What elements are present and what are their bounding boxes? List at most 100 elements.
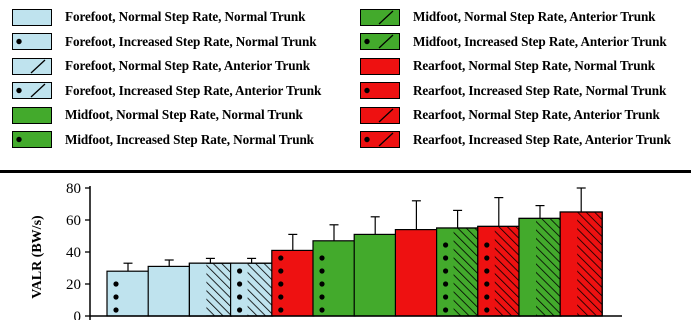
bar-dot [278, 281, 284, 287]
legend-item: Forefoot, Normal Step Rate, Anterior Tru… [12, 56, 310, 76]
legend-swatch [360, 131, 400, 148]
bar-dot [319, 307, 325, 313]
bar [230, 262, 274, 317]
bar-solid-part [519, 218, 536, 316]
bar-rect [394, 229, 438, 317]
bar-dot [443, 268, 449, 274]
bar-dot [443, 294, 449, 300]
legend-swatch [12, 131, 52, 148]
bar-solid-part [560, 212, 578, 316]
bar-dot [113, 294, 119, 300]
legend-item: Rearfoot, Normal Step Rate, Anterior Tru… [360, 105, 660, 125]
bar [559, 211, 603, 317]
bar-solid-part [230, 263, 248, 316]
error-bar [123, 262, 133, 272]
bar-dot [443, 307, 449, 313]
legend-swatch [12, 57, 52, 75]
bar-dot [278, 294, 284, 300]
bar [436, 227, 480, 317]
legend-swatch [12, 8, 52, 26]
legend-label: Midfoot, Increased Step Rate, Normal Tru… [65, 131, 314, 147]
legend-label: Midfoot, Normal Step Rate, Anterior Trun… [413, 9, 656, 24]
legend-label: Forefoot, Increased Step Rate, Anterior … [65, 82, 322, 98]
bar [312, 240, 356, 317]
bar [271, 249, 315, 317]
legend-item: Forefoot, Normal Step Rate, Normal Trunk [12, 7, 305, 27]
legend-label: Rearfoot, Increased Step Rate, Normal Tr… [413, 82, 667, 98]
legend-item: Forefoot, Increased Step Rate, Anterior … [12, 81, 321, 101]
bar-dot [443, 242, 449, 248]
bar-dot [484, 255, 490, 261]
bar-dot [319, 294, 325, 300]
legend-swatch [360, 33, 400, 50]
legend-divider [0, 170, 691, 173]
y-tick-label: 20 [66, 277, 81, 293]
legend-label: Midfoot, Normal Step Rate, Normal Trunk [65, 107, 303, 122]
legend-swatch [12, 33, 52, 50]
bar-rect [106, 270, 150, 317]
bar [518, 217, 562, 317]
y-tick-label: 80 [66, 181, 81, 197]
legend-label: Midfoot, Increased Step Rate, Anterior T… [413, 33, 667, 49]
legend-swatch [360, 82, 400, 99]
bar-dot [278, 307, 284, 313]
error-bar [535, 205, 545, 219]
legend-swatch [360, 8, 400, 26]
bar-dot [319, 281, 325, 287]
bar-rect [353, 233, 397, 317]
bar-dot [237, 281, 243, 287]
legend-swatch [360, 57, 400, 75]
bar-dot [319, 268, 325, 274]
bar [477, 225, 521, 317]
bar [147, 265, 191, 317]
error-bar [453, 209, 463, 228]
error-bar [576, 187, 586, 212]
error-bar [494, 197, 504, 227]
error-bar [164, 259, 174, 267]
error-bar [329, 224, 339, 241]
legend-item: Rearfoot, Increased Step Rate, Normal Tr… [360, 81, 666, 101]
bar-rect [271, 249, 315, 317]
bar-solid-part [189, 263, 207, 316]
y-tick-label: 60 [66, 213, 81, 229]
legend-label: Rearfoot, Normal Step Rate, Anterior Tru… [413, 107, 660, 122]
bar-dot [484, 294, 490, 300]
legend-swatch [12, 82, 52, 99]
bar-dot [278, 268, 284, 274]
legend-label: Rearfoot, Increased Step Rate, Anterior … [413, 131, 671, 147]
legend-item: Rearfoot, Normal Step Rate, Normal Trunk [360, 56, 655, 76]
legend-label: Rearfoot, Normal Step Rate, Normal Trunk [413, 58, 656, 73]
y-axis: VALR (BW/s) 0 20 40 60 80 [30, 181, 622, 320]
error-bars-layer [123, 187, 586, 272]
bar-dot [237, 294, 243, 300]
bars-layer [106, 211, 603, 317]
legend-item: Rearfoot, Increased Step Rate, Anterior … [360, 130, 671, 150]
legend: Forefoot, Normal Step Rate, Normal Trunk… [12, 7, 671, 150]
bar-dot [113, 281, 119, 287]
bar [106, 270, 150, 317]
bar-dot [278, 255, 284, 261]
legend-item: Midfoot, Normal Step Rate, Anterior Trun… [360, 7, 656, 27]
bar [353, 233, 397, 317]
bar-dot [484, 242, 490, 248]
error-bar [247, 257, 257, 264]
y-axis-title: VALR (BW/s) [30, 215, 45, 299]
bar-dot [237, 268, 243, 274]
legend-swatch [12, 106, 52, 124]
bar-dot [484, 281, 490, 287]
legend-item: Forefoot, Increased Step Rate, Normal Tr… [12, 32, 317, 52]
bar-dot [443, 281, 449, 287]
bar-dot [319, 255, 325, 261]
legend-swatch [360, 106, 400, 124]
y-tick-label: 40 [66, 245, 81, 261]
bar-rect [312, 240, 356, 317]
bar [394, 229, 438, 317]
y-tick-label: 0 [74, 309, 82, 320]
error-bar [370, 216, 380, 235]
legend-label: Forefoot, Normal Step Rate, Anterior Tru… [65, 58, 310, 73]
bar-rect [147, 265, 191, 317]
legend-label: Forefoot, Increased Step Rate, Normal Tr… [65, 33, 317, 49]
bar-dot [237, 307, 243, 313]
legend-item: Midfoot, Increased Step Rate, Normal Tru… [12, 130, 314, 150]
